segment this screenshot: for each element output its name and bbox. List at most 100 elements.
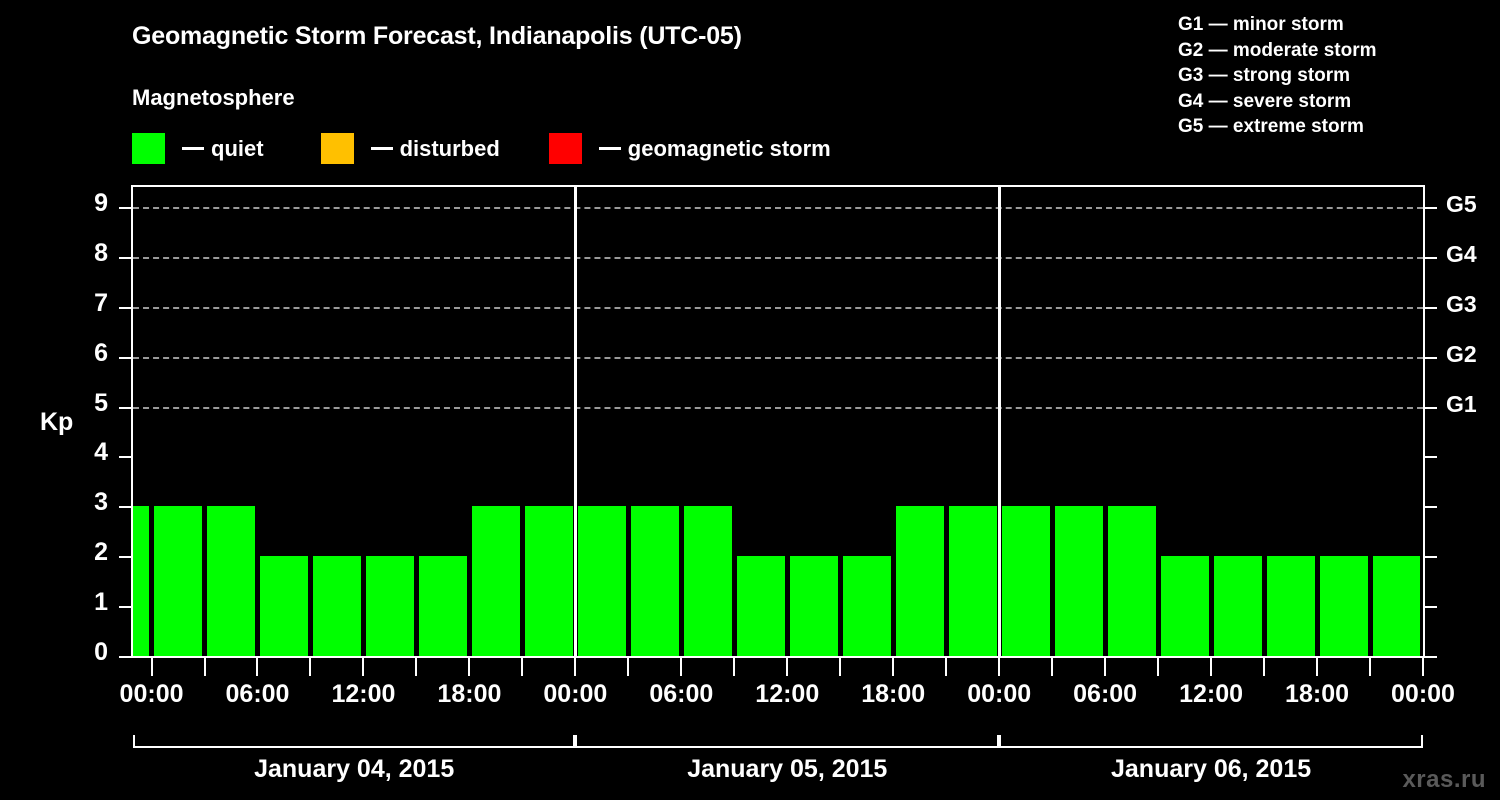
- gridline-kp-9: [133, 206, 1423, 209]
- x-tick-mark-9: [627, 658, 630, 676]
- bar-jan-04-12-00: [365, 556, 414, 656]
- bar-jan-05-21-00: [948, 506, 997, 656]
- g-tick-mark-G1: [1425, 406, 1437, 409]
- y-tick-mark-6: [119, 356, 131, 359]
- day-divider-2: [998, 187, 1002, 656]
- legend-dash-icon: [370, 147, 393, 150]
- bar-jan-06-00-00: [1001, 506, 1050, 656]
- bar-jan-06-21-00: [1372, 556, 1421, 656]
- legend-dash-icon: [598, 147, 621, 150]
- g-legend-row-5: G5 — extreme storm: [1178, 116, 1364, 137]
- g-legend-row-2: G2 — moderate storm: [1178, 39, 1377, 61]
- bar-jan-05-00-00: [577, 506, 626, 656]
- y-tick-mark-8: [119, 256, 131, 259]
- bar-jan-05-18-00: [895, 506, 944, 656]
- bar-partial-leading: [133, 506, 150, 656]
- bar-jan-04-15-00: [418, 556, 467, 656]
- bar-jan-06-06-00: [1107, 506, 1156, 656]
- y-tick-label-5: 5: [94, 388, 108, 417]
- x-tick-mark-22: [1316, 658, 1319, 676]
- x-tick-mark-6: [468, 658, 471, 676]
- bar-jan-05-12-00: [789, 556, 838, 656]
- x-tick-label-12: 00:00: [1391, 680, 1455, 708]
- x-tick-label-7: 18:00: [861, 680, 926, 708]
- bar-jan-05-06-00: [683, 506, 732, 656]
- x-tick-label-8: 00:00: [967, 680, 1032, 708]
- x-tick-label-1: 06:00: [225, 680, 290, 708]
- g-tick-label-G4: G4: [1446, 240, 1477, 267]
- x-tick-mark-2: [256, 658, 259, 676]
- bar-jan-04-18-00: [471, 506, 520, 656]
- y-tick-label-8: 8: [94, 238, 108, 267]
- day-divider-1: [574, 187, 578, 656]
- plot-area: [131, 185, 1425, 658]
- g-scale-legend: G1 — minor storm G2 — moderate storm G3 — …: [1158, 12, 1488, 140]
- y-tick-label-1: 1: [94, 588, 108, 617]
- g-minor-tick-1: [1425, 606, 1437, 609]
- g-legend-row-3: G3 — strong storm: [1178, 65, 1351, 86]
- x-tick-label-2: 12:00: [331, 680, 396, 708]
- g-minor-tick-2: [1425, 556, 1437, 559]
- x-tick-mark-19: [1157, 658, 1160, 676]
- x-tick-label-10: 12:00: [1179, 680, 1244, 708]
- x-tick-label-5: 06:00: [649, 680, 714, 708]
- disturbed-legend-label: disturbed: [399, 135, 500, 161]
- y-axis-label: Kp: [40, 408, 74, 436]
- x-tick-mark-5: [415, 658, 418, 676]
- quiet-legend: quiet: [132, 133, 264, 164]
- x-tick-mark-1: [203, 658, 206, 676]
- x-tick-mark-4: [362, 658, 365, 676]
- date-label-2: January 05, 2015: [687, 755, 888, 783]
- x-tick-label-0: 00:00: [119, 680, 184, 708]
- x-tick-mark-23: [1369, 658, 1372, 676]
- color-legend: quiet disturbed geomagnetic storm: [132, 133, 831, 164]
- subtitle: Magnetosphere: [132, 85, 295, 110]
- x-tick-mark-20: [1210, 658, 1213, 676]
- bar-jan-06-09-00: [1160, 556, 1209, 656]
- y-tick-mark-1: [119, 606, 131, 609]
- x-tick-mark-15: [945, 658, 948, 676]
- date-bracket-2: [575, 735, 1000, 748]
- gridline-kp-8: [133, 256, 1423, 259]
- g-tick-label-G3: G3: [1446, 290, 1477, 317]
- x-tick-mark-16: [998, 658, 1001, 676]
- bar-jan-04-03-00: [207, 506, 255, 656]
- y-tick-mark-9: [119, 206, 131, 209]
- x-tick-mark-17: [1051, 658, 1054, 676]
- gridline-kp-5: [133, 406, 1423, 409]
- y-tick-label-4: 4: [94, 438, 108, 467]
- watermark: xras.ru: [1402, 766, 1486, 793]
- legend-dash-icon: [182, 147, 204, 150]
- geomagnetic-storm-legend: geomagnetic storm: [548, 133, 831, 164]
- g-legend-row-1: G1 — minor storm: [1178, 14, 1344, 35]
- bar-jan-06-15-00: [1266, 556, 1315, 656]
- y-tick-mark-0: [119, 656, 131, 658]
- gridline-kp-7: [133, 306, 1423, 309]
- bar-jan-04-09-00: [312, 556, 361, 656]
- g-tick-mark-G4: [1425, 256, 1437, 259]
- x-tick-label-3: 18:00: [437, 680, 502, 708]
- x-tick-mark-11: [733, 658, 736, 676]
- date-bands: January 04, 2015 January 05, 2015 January …: [0, 735, 1500, 800]
- bar-jan-04-21-00: [524, 506, 573, 656]
- x-tick-mark-21: [1263, 658, 1266, 676]
- g-minor-tick-4: [1425, 456, 1437, 459]
- x-tick-mark-7: [521, 658, 524, 676]
- date-bracket-1: [133, 735, 576, 748]
- bar-jan-06-18-00: [1319, 556, 1368, 656]
- quiet-legend-label: quiet: [211, 135, 264, 161]
- g-minor-tick-0: [1425, 656, 1437, 658]
- bar-jan-06-03-00: [1054, 506, 1103, 656]
- g-tick-label-G2: G2: [1446, 340, 1477, 367]
- bar-jan-04-00-00: [154, 506, 202, 656]
- page-title: Geomagnetic Storm Forecast, Indianapolis…: [132, 22, 742, 50]
- x-tick-mark-24: [1422, 658, 1424, 676]
- x-tick-mark-0: [150, 658, 153, 676]
- x-tick-label-6: 12:00: [755, 680, 820, 708]
- date-label-1: January 04, 2015: [254, 755, 455, 783]
- disturbed-legend-swatch: [320, 133, 354, 164]
- g-tick-label-G5: G5: [1446, 190, 1477, 217]
- x-tick-label-11: 18:00: [1285, 680, 1350, 708]
- x-axis: 00:00 06:00 12:00 18:00 00:00 06:00 12:00 18:00…: [0, 658, 1500, 718]
- y-tick-label-3: 3: [94, 488, 108, 517]
